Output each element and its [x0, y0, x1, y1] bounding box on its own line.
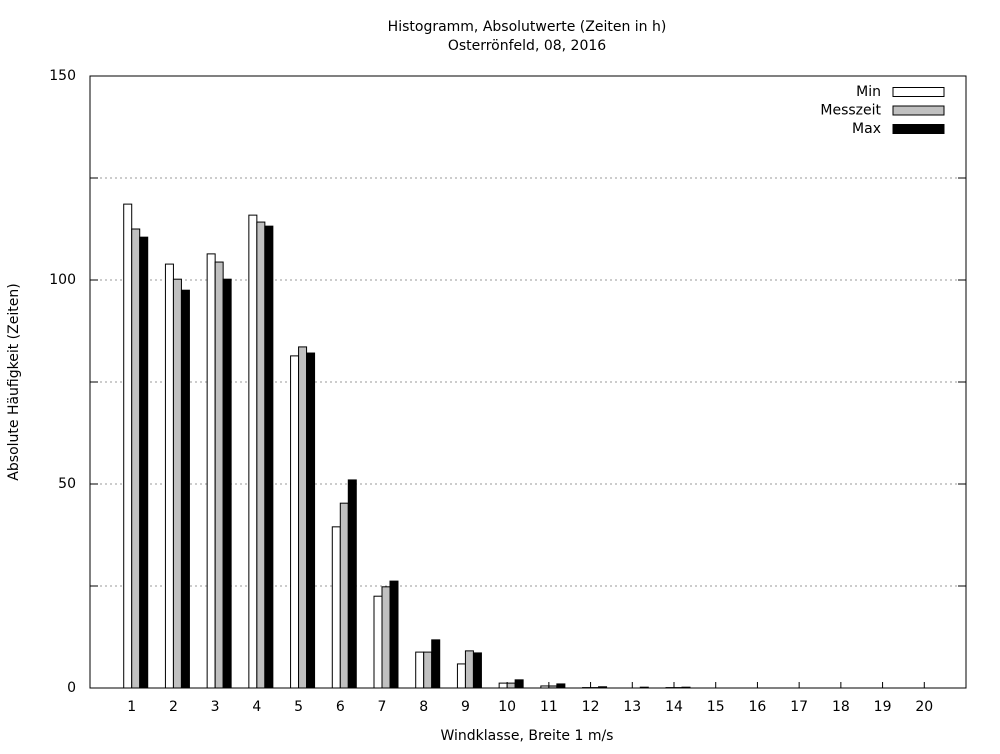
x-tick-label: 1 — [127, 699, 136, 715]
x-tick-label: 12 — [582, 699, 600, 715]
bar — [374, 596, 382, 688]
bar — [299, 347, 307, 688]
x-tick-label: 19 — [874, 699, 892, 715]
x-tick-label: 20 — [915, 699, 933, 715]
legend-swatch — [893, 125, 944, 134]
x-tick-label: 7 — [378, 699, 387, 715]
legend-swatch — [893, 106, 944, 115]
legend-label: Max — [852, 121, 881, 137]
bar — [499, 683, 507, 688]
x-tick-label: 2 — [169, 699, 178, 715]
bar — [291, 356, 299, 688]
bar — [457, 664, 465, 688]
bar — [332, 527, 340, 688]
x-tick-label: 18 — [832, 699, 850, 715]
bar — [424, 652, 432, 688]
bar — [465, 651, 473, 688]
x-tick-label: 8 — [419, 699, 428, 715]
bar — [382, 587, 390, 688]
y-tick-label: 0 — [67, 680, 76, 696]
bar — [340, 503, 348, 688]
bar — [432, 640, 440, 688]
x-tick-label: 16 — [749, 699, 767, 715]
bar — [223, 279, 231, 688]
bar — [165, 264, 173, 688]
bar — [473, 653, 481, 688]
bar — [557, 684, 565, 688]
x-tick-label: 4 — [252, 699, 261, 715]
bar — [265, 226, 273, 688]
y-tick-label: 50 — [58, 476, 76, 492]
legend-label: Min — [856, 84, 881, 100]
bar — [132, 229, 140, 688]
x-tick-label: 9 — [461, 699, 470, 715]
bar — [140, 237, 148, 688]
bar — [348, 480, 356, 688]
x-axis-label: Windklasse, Breite 1 m/s — [441, 728, 614, 744]
bar — [515, 680, 523, 688]
y-tick-label: 100 — [49, 272, 76, 288]
x-tick-label: 11 — [540, 699, 558, 715]
x-tick-label: 6 — [336, 699, 345, 715]
x-tick-label: 14 — [665, 699, 683, 715]
legend-swatch — [893, 88, 944, 97]
y-axis-label: Absolute Häufigkeit (Zeiten) — [6, 283, 22, 480]
bar — [507, 683, 515, 688]
bar — [307, 353, 315, 688]
x-tick-label: 5 — [294, 699, 303, 715]
chart-title: Histogramm, Absolutwerte (Zeiten in h) — [388, 19, 667, 35]
x-tick-label: 15 — [707, 699, 725, 715]
x-tick-label: 3 — [211, 699, 220, 715]
bar — [390, 581, 398, 688]
bar — [257, 222, 265, 688]
y-tick-label: 150 — [49, 68, 76, 84]
x-tick-label: 10 — [498, 699, 516, 715]
bar — [215, 262, 223, 688]
bar — [416, 652, 424, 688]
bar — [181, 290, 189, 688]
bar — [124, 204, 132, 688]
bar — [249, 215, 257, 688]
x-tick-label: 17 — [790, 699, 808, 715]
bar — [207, 254, 215, 688]
bar — [173, 279, 181, 688]
x-tick-label: 13 — [623, 699, 641, 715]
legend-label: Messzeit — [820, 103, 881, 119]
chart-subtitle: Osterrönfeld, 08, 2016 — [448, 38, 606, 54]
